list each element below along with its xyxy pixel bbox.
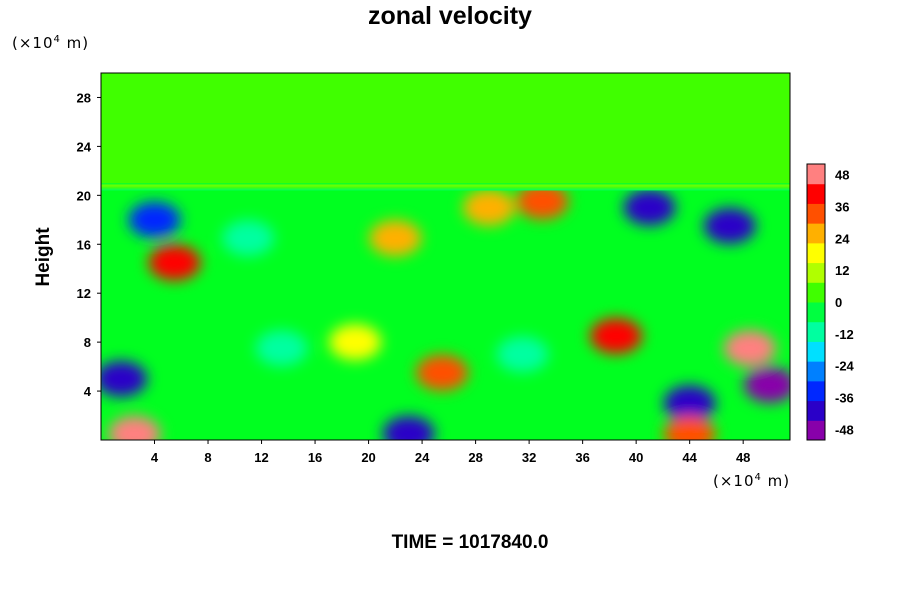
colorbar-segment <box>807 420 825 441</box>
field-feature <box>723 330 776 367</box>
colorbar-segment <box>807 262 825 283</box>
x-tick-label: 44 <box>682 450 697 465</box>
plot-area <box>100 72 791 441</box>
field-feature <box>255 330 308 367</box>
colorbar-tick-label: 0 <box>835 295 842 310</box>
field-feature <box>382 415 435 440</box>
colorbar-segment <box>807 400 825 421</box>
y-tick-label: 24 <box>77 139 92 154</box>
x-axis-ticks: 4 8 12 16 20 24 28 32 36 40 44 48 <box>151 440 750 465</box>
field-feature <box>108 415 161 440</box>
x-tick-label: 12 <box>254 450 268 465</box>
colorbar-tick-label: -12 <box>835 327 854 342</box>
field-feature <box>496 336 549 373</box>
y-unit-label: (×104 m) <box>12 34 89 52</box>
plot-frame <box>100 72 791 441</box>
y-tick-label: 8 <box>84 335 91 350</box>
y-tick-label: 12 <box>77 286 91 301</box>
colorbar-ticks: 48 36 24 12 0 -12 -24 -36 -48 <box>835 168 855 438</box>
x-tick-label: 4 <box>151 450 159 465</box>
colorbar-tick-label: -36 <box>835 391 854 406</box>
field-feature <box>369 220 422 257</box>
x-unit-prefix: (×10 <box>713 472 755 490</box>
colorbar-segment <box>807 282 825 303</box>
colorbar-segment <box>807 164 825 185</box>
field-feature <box>663 385 716 422</box>
upper-uniform-layer <box>101 73 790 184</box>
field-feature <box>703 207 756 244</box>
colorbar-segment <box>807 302 825 323</box>
x-tick-label: 48 <box>736 450 750 465</box>
field-feature <box>222 220 275 257</box>
y-axis-ticks: 4 8 12 16 20 24 28 <box>77 90 101 399</box>
y-tick-label: 20 <box>77 188 91 203</box>
colorbar-segment <box>807 183 825 204</box>
y-unit-suffix: m) <box>60 34 90 52</box>
colorbar-tick-label: 12 <box>835 263 849 278</box>
velocity-field <box>101 183 790 440</box>
field-feature <box>101 360 148 397</box>
colorbar-segment <box>807 321 825 342</box>
y-tick-label: 16 <box>77 237 91 252</box>
colorbar-segment <box>807 223 825 244</box>
y-unit-exponent: 4 <box>53 34 61 45</box>
y-tick-label: 4 <box>84 384 92 399</box>
time-label: TIME = 1017840.0 <box>391 532 549 553</box>
x-tick-label: 8 <box>204 450 211 465</box>
field-feature <box>128 201 181 238</box>
x-unit-exponent: 4 <box>754 472 762 483</box>
field-feature <box>516 183 569 220</box>
colorbar-segment <box>807 203 825 224</box>
field-feature <box>590 318 643 355</box>
colorbar-tick-label: -24 <box>835 359 855 374</box>
colorbar-segment <box>807 380 825 402</box>
x-tick-label: 32 <box>522 450 536 465</box>
x-tick-label: 40 <box>629 450 643 465</box>
interface-band <box>101 183 790 191</box>
field-feature <box>416 354 469 391</box>
colorbar-tick-label: 24 <box>835 231 850 246</box>
field-feature <box>462 189 515 226</box>
x-unit-suffix: m) <box>761 472 791 490</box>
x-unit-label: (×104 m) <box>713 472 790 490</box>
field-feature <box>663 415 716 440</box>
x-tick-label: 20 <box>361 450 375 465</box>
colorbar-frame <box>806 163 826 441</box>
colorbar-tick-label: 36 <box>835 199 849 214</box>
field-feature <box>743 366 790 403</box>
chart-title: zonal velocity <box>368 2 532 30</box>
colorbar-segment <box>807 242 825 264</box>
field-feature <box>329 324 382 361</box>
x-tick-label: 16 <box>308 450 322 465</box>
y-unit-prefix: (×10 <box>12 34 54 52</box>
field-feature <box>623 189 676 226</box>
colorbar-segment <box>807 361 825 382</box>
colorbar-tick-label: -48 <box>835 422 854 437</box>
x-tick-label: 28 <box>468 450 482 465</box>
colorbar <box>806 163 826 441</box>
y-tick-label: 28 <box>77 90 91 105</box>
x-tick-label: 24 <box>415 450 430 465</box>
colorbar-segment <box>807 341 825 362</box>
x-tick-label: 36 <box>575 450 589 465</box>
field-feature <box>148 244 201 281</box>
colorbar-tick-label: 48 <box>835 168 849 183</box>
